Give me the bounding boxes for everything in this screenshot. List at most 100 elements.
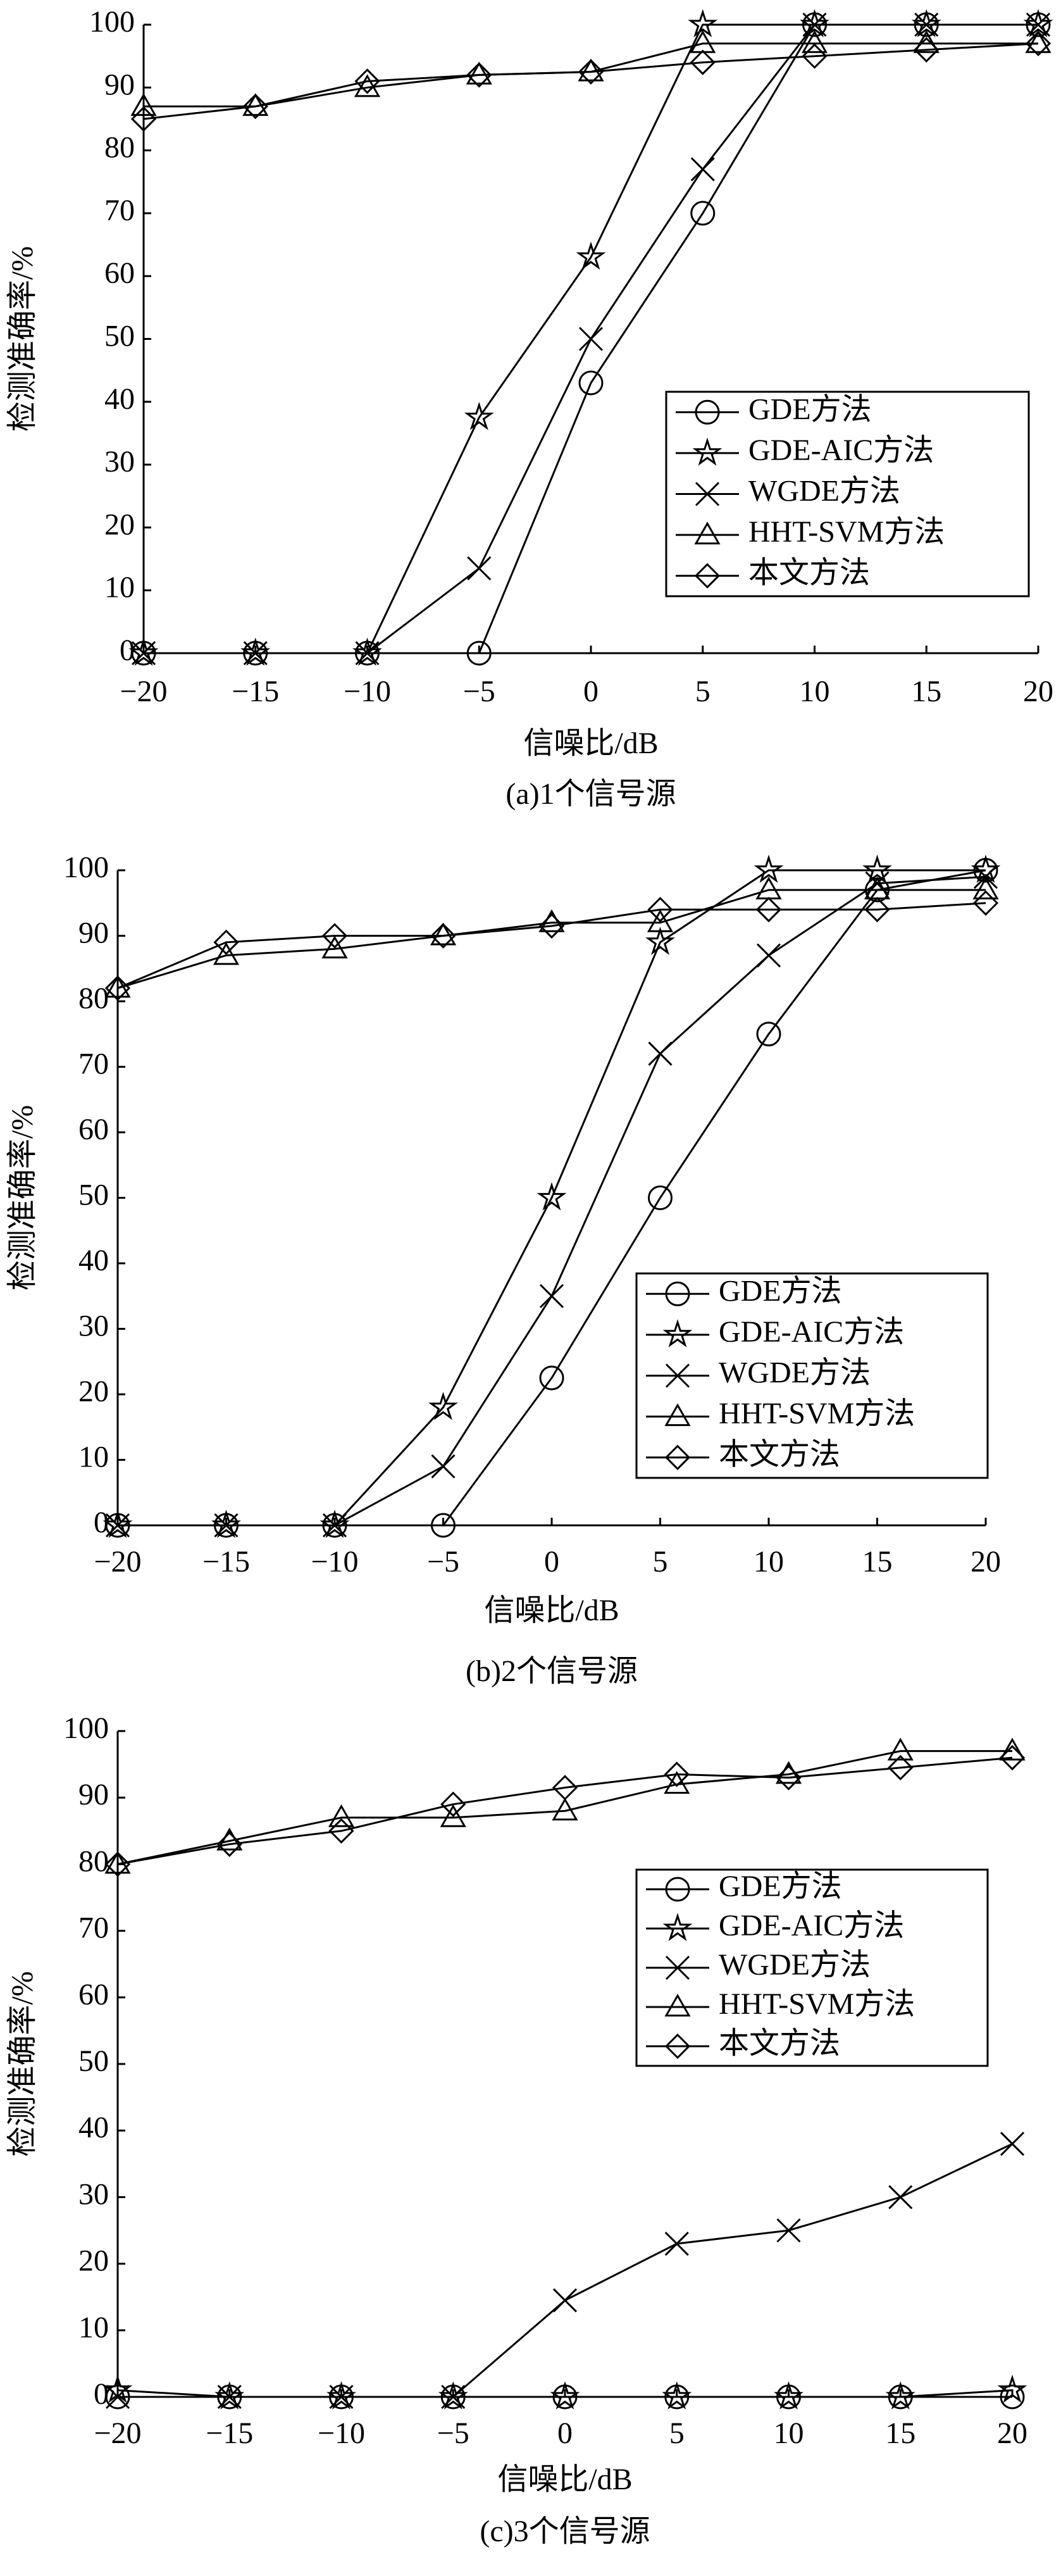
- marker-shape: [756, 943, 781, 968]
- marker: [328, 1818, 354, 1844]
- marker-shape: [214, 1513, 239, 1538]
- marker-shape: [888, 1754, 914, 1780]
- marker: [102, 2374, 133, 2403]
- caption: (a)1个信号源: [506, 777, 676, 811]
- marker-shape: [864, 896, 890, 923]
- marker: [552, 2288, 578, 2313]
- marker: [997, 2374, 1027, 2403]
- y-tick-label: 30: [78, 1310, 109, 1343]
- marker-shape: [354, 68, 380, 94]
- marker: [648, 1185, 673, 1210]
- marker: [776, 1765, 802, 1791]
- marker: [665, 1877, 690, 1902]
- series-line: [117, 1756, 1013, 1865]
- marker: [428, 1391, 458, 1420]
- x-tick-label: −5: [437, 2417, 469, 2450]
- marker: [999, 1744, 1026, 1771]
- x-tick-label: 5: [695, 675, 710, 708]
- legend-label: GDE方法: [719, 1870, 842, 1903]
- marker: [888, 2185, 913, 2210]
- marker: [322, 1513, 347, 1538]
- legend-label: WGDE方法: [719, 1948, 871, 1982]
- marker-shape: [1000, 2384, 1025, 2410]
- marker: [102, 1510, 133, 1538]
- marker-shape: [578, 327, 604, 351]
- y-tick-label: 50: [78, 2044, 109, 2078]
- marker-shape: [694, 522, 721, 545]
- series-line: [117, 889, 986, 989]
- marker-shape: [694, 563, 721, 589]
- marker: [690, 49, 716, 75]
- marker-shape: [211, 1510, 241, 1538]
- x-tick-label: 0: [583, 675, 599, 708]
- legend-label: HHT-SVM方法: [748, 515, 945, 549]
- marker: [1025, 30, 1052, 53]
- series-line: [117, 902, 986, 989]
- marker-shape: [428, 1391, 458, 1420]
- marker: [776, 2218, 801, 2243]
- x-tick-label: −10: [311, 1545, 358, 1579]
- marker-shape: [755, 896, 782, 923]
- y-tick-label: 90: [78, 916, 109, 950]
- marker: [664, 1403, 691, 1427]
- x-tick-label: −20: [120, 675, 167, 708]
- y-tick-label: 20: [104, 508, 135, 541]
- marker: [216, 1831, 242, 1857]
- marker-shape: [688, 9, 718, 37]
- legend-label: GDE方法: [719, 1274, 842, 1308]
- marker: [1025, 30, 1052, 56]
- marker: [664, 1444, 691, 1470]
- marker-shape: [328, 1818, 354, 1844]
- y-tick-label: 20: [78, 1375, 109, 1408]
- marker-shape: [243, 641, 268, 666]
- marker: [1000, 2384, 1025, 2410]
- marker-shape: [539, 1365, 564, 1391]
- x-tick-label: 0: [557, 2417, 573, 2450]
- marker: [664, 1993, 691, 2016]
- marker: [999, 1737, 1026, 1761]
- marker: [440, 1804, 466, 1827]
- x-tick-label: 10: [754, 1545, 784, 1579]
- marker-shape: [466, 61, 492, 85]
- marker-shape: [328, 1804, 355, 1827]
- legend-label: WGDE方法: [719, 1356, 871, 1390]
- marker: [662, 1319, 693, 1347]
- marker-shape: [756, 1022, 781, 1047]
- marker: [888, 1754, 914, 1780]
- marker-shape: [1000, 2132, 1025, 2156]
- y-tick-label: 90: [78, 1778, 109, 1811]
- marker-shape: [776, 1765, 802, 1791]
- y-tick-label: 80: [78, 1844, 109, 1878]
- marker: [774, 2381, 804, 2410]
- marker-shape: [464, 401, 494, 430]
- y-tick-label: 70: [104, 194, 135, 227]
- marker-shape: [911, 9, 941, 37]
- marker-shape: [431, 1454, 456, 1479]
- y-axis-label: 检测准确率/%: [6, 1971, 39, 2156]
- marker: [466, 62, 492, 88]
- marker-shape: [131, 641, 156, 666]
- marker: [328, 1804, 355, 1827]
- marker: [802, 12, 827, 37]
- marker-shape: [326, 2381, 356, 2410]
- marker-shape: [802, 43, 828, 69]
- marker-shape: [578, 59, 604, 85]
- marker-shape: [885, 2381, 915, 2410]
- x-tick-label: 15: [911, 675, 941, 708]
- marker: [431, 1513, 456, 1538]
- marker: [647, 896, 673, 923]
- marker: [690, 201, 716, 226]
- y-tick-label: 40: [78, 2111, 109, 2144]
- y-tick-label: 10: [78, 1441, 109, 1474]
- marker: [214, 2381, 245, 2410]
- marker-shape: [914, 37, 940, 63]
- x-axis-label: 信噪比/dB: [497, 2463, 632, 2496]
- marker: [694, 563, 721, 589]
- marker-shape: [695, 482, 720, 506]
- marker-shape: [217, 2384, 242, 2410]
- x-tick-label: 15: [885, 2417, 915, 2450]
- marker-shape: [441, 2384, 466, 2410]
- marker: [131, 641, 156, 666]
- x-tick-label: −15: [232, 675, 279, 708]
- marker: [130, 93, 157, 116]
